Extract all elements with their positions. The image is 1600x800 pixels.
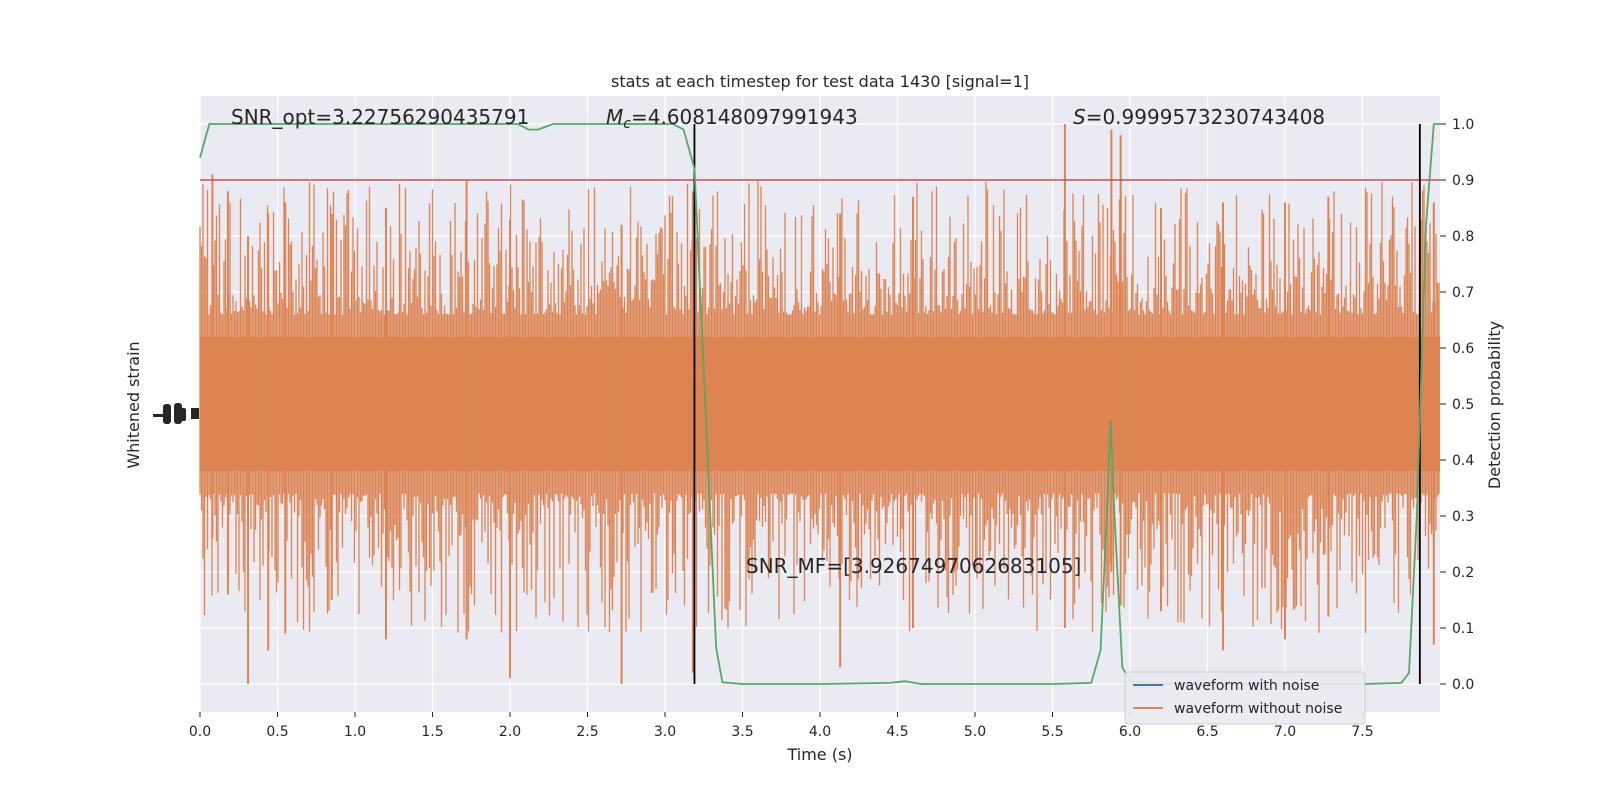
- y-tick-label: 0.0: [1452, 677, 1474, 693]
- legend-box: [1124, 671, 1366, 725]
- y-tick-label: 0.5: [1452, 397, 1474, 413]
- x-tick-label: 2.5: [576, 724, 598, 740]
- annotation-snr-mf: SNR_MF=[3.9267497062683105]: [746, 554, 1081, 578]
- y-tick-label: 1.0: [1452, 117, 1474, 133]
- legend-label-with-noise: waveform with noise: [1174, 678, 1319, 694]
- legend: waveform with noise waveform without noi…: [1124, 671, 1366, 725]
- x-tick-label: 3.0: [654, 724, 676, 740]
- x-tick-label: 0.5: [266, 724, 288, 740]
- y-axis-label-left: Whitened strain: [124, 341, 143, 468]
- annotation-chirp-mass: Mc=4.608148097991943: [606, 105, 858, 132]
- y-tick-label: 0.6: [1452, 341, 1474, 357]
- x-tick-label: 0.0: [189, 724, 211, 740]
- chart-title: stats at each timestep for test data 143…: [611, 72, 1029, 91]
- tick-labels: 0.0 0.5 1.0 1.5 2.0 2.5 3.0 3.5 4.0 4.5 5.0 5.5 6.0 6…: [189, 117, 1474, 740]
- x-axis-label: Time (s): [786, 745, 852, 764]
- legend-label-without-noise: waveform without noise: [1174, 701, 1342, 717]
- y-tick-label: 0.2: [1452, 565, 1474, 581]
- x-tick-label: 1.0: [344, 724, 366, 740]
- x-tick-label: 7.5: [1351, 724, 1373, 740]
- y-tick-label: 0.7: [1452, 285, 1474, 301]
- noise-strain-band: [199, 124, 1440, 684]
- x-tick-label: 3.5: [731, 724, 753, 740]
- x-tick-label: 2.0: [499, 724, 521, 740]
- annotation-s-value: S=0.9999573230743408: [1073, 105, 1325, 129]
- x-tick-label: 7.0: [1274, 724, 1296, 740]
- x-tick-label: 4.0: [809, 724, 831, 740]
- x-tick-label: 1.5: [421, 724, 443, 740]
- y-tick-label: 0.8: [1452, 229, 1474, 245]
- x-tick-label: 5.0: [964, 724, 986, 740]
- left-axis-tick-blob: [153, 403, 199, 424]
- y-tick-label: 0.3: [1452, 509, 1474, 525]
- annotation-snr-opt: SNR_opt=3.22756290435791: [231, 105, 529, 129]
- x-tick-label: 6.5: [1196, 724, 1218, 740]
- y-tick-label: 0.4: [1452, 453, 1474, 469]
- x-tick-label: 6.0: [1119, 724, 1141, 740]
- y-axis-label-right: Detection probability: [1485, 321, 1504, 489]
- y-tick-label: 0.9: [1452, 173, 1474, 189]
- x-tick-label: 5.5: [1041, 724, 1063, 740]
- y-tick-label: 0.1: [1452, 621, 1474, 637]
- x-tick-label: 4.5: [886, 724, 908, 740]
